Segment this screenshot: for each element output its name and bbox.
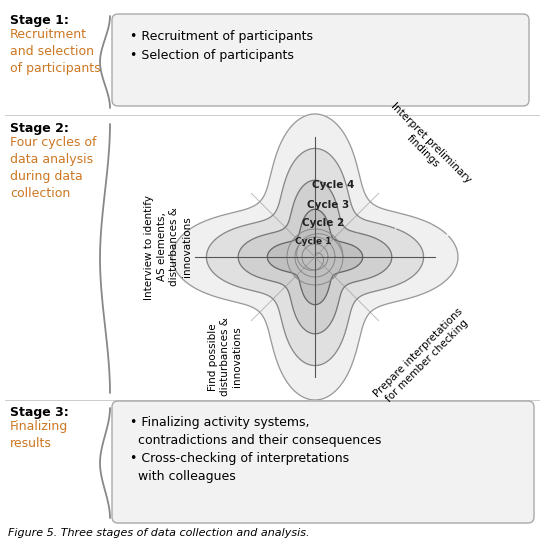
Text: Stage 2:: Stage 2: [10, 122, 69, 135]
Text: Cycle 3: Cycle 3 [307, 200, 349, 210]
Text: Figure 5. Three stages of data collection and analysis.: Figure 5. Three stages of data collectio… [8, 528, 310, 538]
Text: Cycle 1: Cycle 1 [295, 236, 331, 246]
Text: • Finalizing activity systems,
  contradictions and their consequences
• Cross-c: • Finalizing activity systems, contradic… [130, 416, 381, 483]
Text: Cycle 2: Cycle 2 [302, 218, 344, 228]
Polygon shape [267, 209, 363, 305]
Polygon shape [206, 148, 424, 365]
Polygon shape [238, 180, 392, 334]
Text: Cycle 4: Cycle 4 [312, 180, 354, 190]
Text: Recruitment
and selection
of participants: Recruitment and selection of participant… [10, 28, 101, 75]
Text: Prepare interpretations
for member checking: Prepare interpretations for member check… [372, 306, 474, 408]
Polygon shape [172, 114, 458, 400]
Text: Find possible
disturbances &
innovations: Find possible disturbances & innovations [208, 317, 243, 396]
Text: Four cycles of
data analysis
during data
collection: Four cycles of data analysis during data… [10, 136, 96, 200]
Text: Finalizing
results: Finalizing results [10, 420, 68, 450]
Text: • Recruitment of participants
• Selection of participants: • Recruitment of participants • Selectio… [130, 30, 313, 62]
FancyBboxPatch shape [112, 14, 529, 106]
Text: Stage 1:: Stage 1: [10, 14, 69, 27]
Text: Interview to identify
AS elements,
disturbances &
innovations: Interview to identify AS elements, distu… [144, 194, 191, 300]
Text: Interpret preliminary
findings: Interpret preliminary findings [381, 100, 473, 193]
FancyBboxPatch shape [112, 401, 534, 523]
Text: Stage 3:: Stage 3: [10, 406, 69, 419]
